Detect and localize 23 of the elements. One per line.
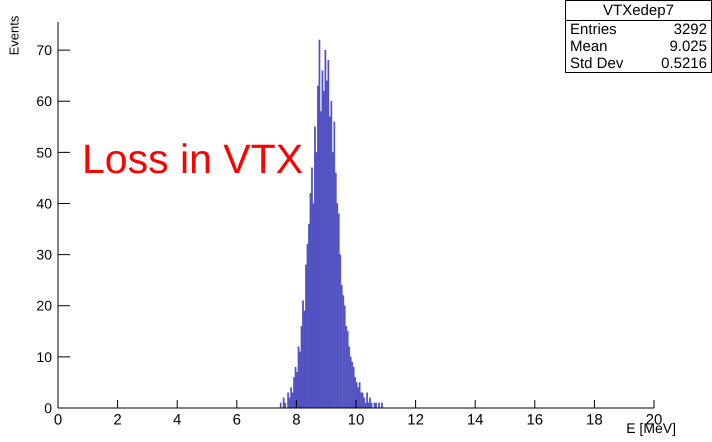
x-tick-label: 2 xyxy=(113,412,122,429)
y-axis-title: Events xyxy=(6,16,22,56)
x-tick-label: 16 xyxy=(526,412,544,429)
stats-box: VTXedep7 Entries 3292 Mean 9.025 Std Dev 0.5216 xyxy=(565,0,712,73)
y-tick-label: 0 xyxy=(44,400,52,416)
x-tick-label: 14 xyxy=(466,412,484,429)
x-tick-label: 10 xyxy=(348,412,364,429)
x-tick-label: 8 xyxy=(292,412,301,429)
x-tick-label: 12 xyxy=(407,412,424,429)
x-tick-label: 4 xyxy=(173,412,182,429)
y-tick-label: 10 xyxy=(36,348,52,365)
annotation: Loss in VTX xyxy=(82,136,304,183)
y-tick-label: 50 xyxy=(36,144,52,160)
x-tick-label: 18 xyxy=(586,412,603,429)
annotation: Entries xyxy=(570,21,617,38)
y-tick-label: 40 xyxy=(36,195,52,212)
y-tick-label: 20 xyxy=(36,298,52,314)
y-tick-label: 70 xyxy=(36,42,52,58)
annotation: Mean xyxy=(570,38,608,55)
y-tick-label: 30 xyxy=(36,246,52,263)
annotation: Std Dev xyxy=(570,55,624,72)
x-tick-label: 6 xyxy=(232,412,241,429)
y-tick-label: 60 xyxy=(36,93,52,110)
